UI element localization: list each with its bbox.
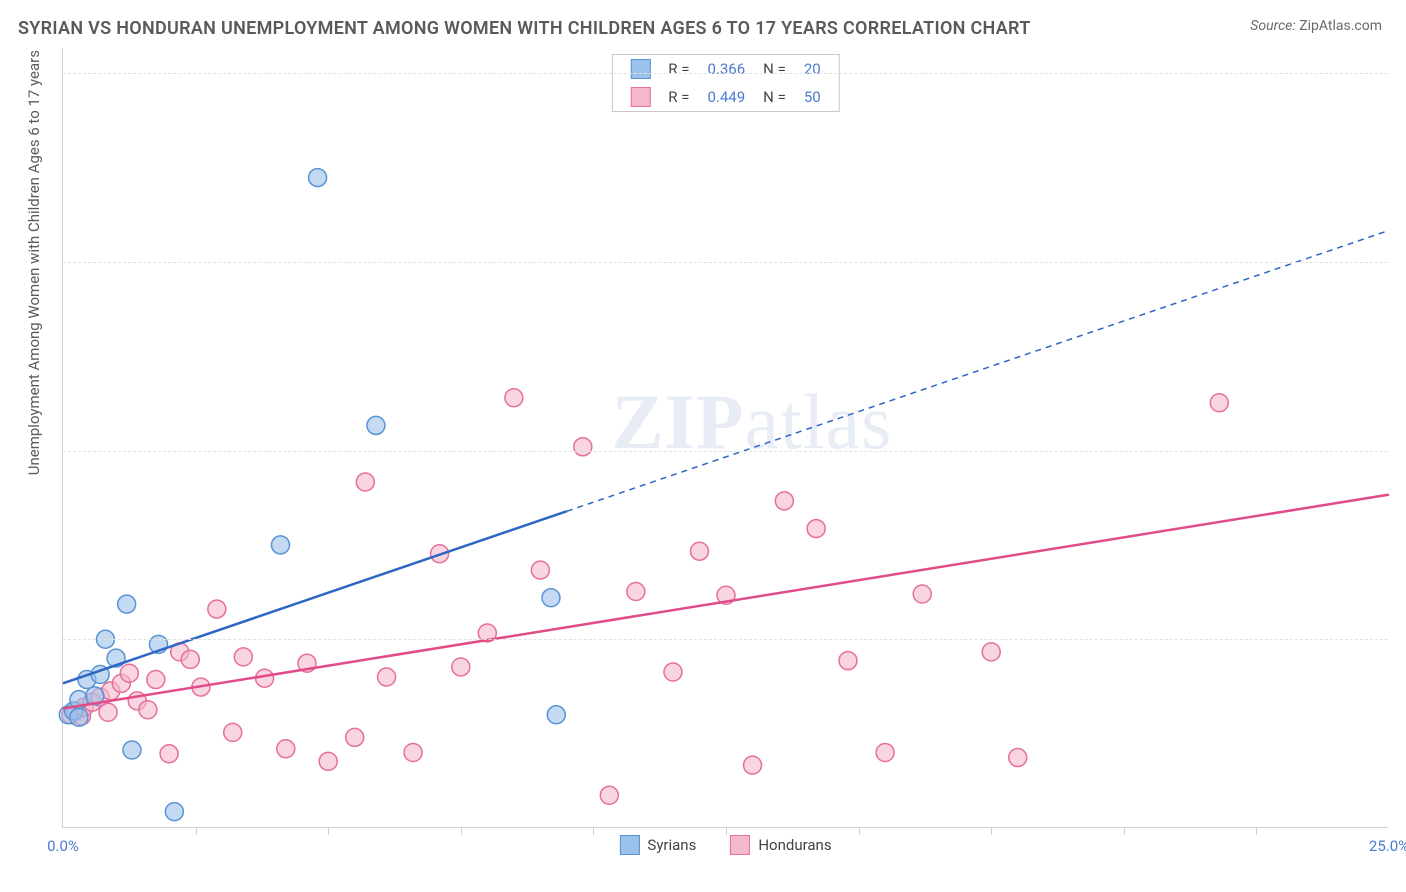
scatter-point bbox=[664, 663, 682, 681]
source-value: ZipAtlas.com bbox=[1299, 18, 1382, 34]
scatter-point bbox=[600, 786, 618, 804]
scatter-point bbox=[208, 600, 226, 618]
x-tick-label: 25.0% bbox=[1369, 837, 1406, 855]
y-tick-label: 60.0% bbox=[1398, 64, 1406, 82]
legend-item-syrians: Syrians bbox=[619, 835, 696, 855]
grid-line bbox=[63, 639, 1388, 640]
scatter-point bbox=[404, 744, 422, 762]
scatter-point bbox=[139, 701, 157, 719]
scatter-point bbox=[982, 643, 1000, 661]
scatter-point bbox=[277, 740, 295, 758]
scatter-point bbox=[99, 703, 117, 721]
legend-label-hondurans: Hondurans bbox=[758, 836, 831, 854]
n-value-1: 50 bbox=[804, 88, 821, 106]
grid-line bbox=[63, 73, 1388, 74]
x-minor-tick bbox=[461, 827, 462, 835]
chart-container: SYRIAN VS HONDURAN UNEMPLOYMENT AMONG WO… bbox=[0, 0, 1406, 892]
r-label-1: R = bbox=[668, 88, 689, 106]
scatter-point bbox=[574, 438, 592, 456]
scatter-point bbox=[256, 669, 274, 687]
n-label-1: N = bbox=[763, 88, 786, 106]
trend-line-solid bbox=[63, 511, 567, 683]
stats-row-syrians: R = 0.366 N = 20 bbox=[612, 55, 838, 83]
scatter-point bbox=[542, 589, 560, 607]
scatter-point bbox=[271, 536, 289, 554]
plot-area: ZIPatlas R = 0.366 N = 20 R = 0.449 N = … bbox=[62, 48, 1388, 828]
scatter-point bbox=[147, 671, 165, 689]
scatter-point bbox=[547, 706, 565, 724]
r-value-0: 0.366 bbox=[707, 60, 745, 78]
y-axis-label: Unemployment Among Women with Children A… bbox=[25, 50, 43, 475]
n-value-0: 20 bbox=[804, 60, 821, 78]
n-label-0: N = bbox=[763, 60, 786, 78]
scatter-point bbox=[690, 542, 708, 560]
grid-line bbox=[63, 451, 1388, 452]
y-tick-label: 45.0% bbox=[1398, 253, 1406, 271]
scatter-point bbox=[807, 520, 825, 538]
scatter-point bbox=[224, 723, 242, 741]
scatter-point bbox=[234, 648, 252, 666]
x-minor-tick bbox=[328, 827, 329, 835]
r-label-0: R = bbox=[668, 60, 689, 78]
trend-line-dashed bbox=[567, 230, 1389, 511]
legend-label-syrians: Syrians bbox=[647, 836, 696, 854]
source-label: Source: bbox=[1250, 18, 1295, 34]
scatter-point bbox=[70, 708, 88, 726]
scatter-point bbox=[160, 745, 178, 763]
scatter-point bbox=[346, 728, 364, 746]
trend-line-solid bbox=[63, 495, 1389, 709]
stats-legend: R = 0.366 N = 20 R = 0.449 N = 50 bbox=[611, 54, 839, 112]
scatter-svg bbox=[63, 48, 1388, 827]
chart-title: SYRIAN VS HONDURAN UNEMPLOYMENT AMONG WO… bbox=[18, 18, 1031, 39]
scatter-point bbox=[356, 473, 374, 491]
scatter-point bbox=[876, 744, 894, 762]
scatter-point bbox=[165, 803, 183, 821]
scatter-point bbox=[1210, 394, 1228, 412]
swatch-hondurans bbox=[630, 87, 650, 107]
scatter-point bbox=[531, 561, 549, 579]
legend-swatch-hondurans bbox=[730, 835, 750, 855]
scatter-point bbox=[627, 582, 645, 600]
scatter-point bbox=[839, 652, 857, 670]
scatter-point bbox=[1009, 749, 1027, 767]
x-minor-tick bbox=[991, 827, 992, 835]
scatter-point bbox=[319, 752, 337, 770]
scatter-point bbox=[118, 595, 136, 613]
y-tick-label: 30.0% bbox=[1398, 442, 1406, 460]
x-minor-tick bbox=[726, 827, 727, 835]
legend-swatch-syrians bbox=[619, 835, 639, 855]
x-minor-tick bbox=[859, 827, 860, 835]
x-minor-tick bbox=[1124, 827, 1125, 835]
r-value-1: 0.449 bbox=[707, 88, 745, 106]
scatter-point bbox=[123, 741, 141, 759]
scatter-point bbox=[775, 492, 793, 510]
scatter-point bbox=[181, 650, 199, 668]
y-tick-label: 15.0% bbox=[1398, 630, 1406, 648]
scatter-point bbox=[120, 664, 138, 682]
scatter-point bbox=[744, 756, 762, 774]
stats-row-hondurans: R = 0.449 N = 50 bbox=[612, 83, 838, 111]
x-tick-label: 0.0% bbox=[47, 837, 79, 855]
source-attribution: Source: ZipAtlas.com bbox=[1250, 18, 1382, 34]
scatter-point bbox=[367, 416, 385, 434]
scatter-point bbox=[378, 668, 396, 686]
x-minor-tick bbox=[196, 827, 197, 835]
scatter-point bbox=[505, 389, 523, 407]
swatch-syrians bbox=[630, 59, 650, 79]
scatter-point bbox=[913, 585, 931, 603]
x-minor-tick bbox=[593, 827, 594, 835]
x-minor-tick bbox=[1256, 827, 1257, 835]
scatter-point bbox=[309, 169, 327, 187]
grid-line bbox=[63, 262, 1388, 263]
legend-item-hondurans: Hondurans bbox=[730, 835, 831, 855]
scatter-point bbox=[452, 658, 470, 676]
series-legend: Syrians Hondurans bbox=[619, 835, 831, 855]
